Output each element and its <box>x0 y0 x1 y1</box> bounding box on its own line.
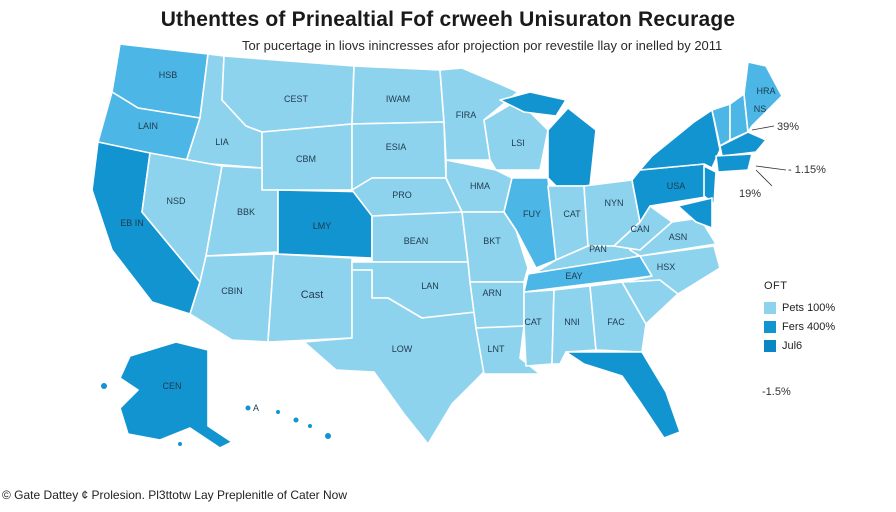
label-ms: CAT <box>524 317 542 327</box>
state-mi[interactable] <box>547 107 597 187</box>
label-ks: BEAN <box>404 236 429 246</box>
label-mo: BKT <box>483 236 501 246</box>
state-ct-ri[interactable] <box>715 153 753 173</box>
legend-label: Pets 100% <box>782 301 836 314</box>
label-ut: BBK <box>237 207 255 217</box>
value-note-2: - 1.15% <box>788 164 826 176</box>
label-ar: ARN <box>482 288 501 298</box>
label-tn: EAY <box>565 271 582 281</box>
label-pa: USA <box>667 181 686 191</box>
legend-swatch <box>764 301 776 314</box>
hi-island <box>293 417 299 423</box>
label-sd: ESIA <box>386 142 407 152</box>
legend-swatch <box>764 339 776 352</box>
label-ia: HMA <box>470 181 490 191</box>
label-nv: NSD <box>166 196 186 206</box>
label-al: NNI <box>564 317 580 327</box>
label-la: LNT <box>487 344 505 354</box>
label-co: LMY <box>313 221 332 231</box>
state-nj[interactable] <box>703 165 717 205</box>
label-ga: FAC <box>607 317 625 327</box>
leader-line <box>751 125 775 131</box>
state-nc[interactable] <box>621 245 721 295</box>
label-mt: CEST <box>284 94 309 104</box>
label-wa: HSB <box>159 70 178 80</box>
leader-line <box>755 165 787 171</box>
value-note-4: -1.5% <box>762 386 791 398</box>
state-ma[interactable] <box>719 131 767 157</box>
state-ms[interactable] <box>523 289 555 367</box>
label-tx: LOW <box>392 344 413 354</box>
value-note-3: 19% <box>739 188 762 200</box>
leader-line <box>755 169 773 187</box>
ak-island <box>178 442 182 446</box>
hi-island <box>245 405 251 411</box>
hi-island <box>325 433 331 439</box>
label-in: CAT <box>563 209 581 219</box>
state-de-md[interactable] <box>677 197 713 229</box>
hi-island <box>276 410 280 414</box>
map-legend: OFT Pets 100% Fers 400% Jul6 <box>764 280 835 355</box>
label-ny: NS <box>754 104 767 114</box>
state-ak[interactable] <box>119 341 233 449</box>
label-mn: FIRA <box>456 110 477 120</box>
label-il: FUY <box>523 209 541 219</box>
label-ca: EB IN <box>120 218 144 228</box>
label-az: CBIN <box>221 286 243 296</box>
legend-label: Jul6 <box>782 339 803 352</box>
map-subtitle: Tor pucertage in liovs inincresses afor … <box>242 38 723 53</box>
label-id: LIA <box>215 137 229 147</box>
value-note-1: 39% <box>777 121 800 133</box>
label-nd: IWAM <box>386 94 410 104</box>
label-oh: NYN <box>604 198 623 208</box>
state-mi-up[interactable] <box>499 91 567 117</box>
label-ky: PAN <box>589 244 607 254</box>
state-ny[interactable] <box>639 109 721 171</box>
legend-swatch <box>764 320 776 333</box>
ak-island <box>101 383 107 389</box>
label-nm: Cast <box>301 289 324 301</box>
state-fl[interactable] <box>565 351 681 439</box>
label-nc: HSX <box>657 262 676 272</box>
map-title: Uthenttes of Prinealtial Fof crweeh Unis… <box>160 8 736 31</box>
label-or: LAIN <box>138 121 158 131</box>
label-ak: CEN <box>162 381 181 391</box>
hi-island <box>308 424 312 428</box>
legend-title: OFT <box>764 280 788 292</box>
legend-label: Fers 400% <box>782 320 836 333</box>
legend-item: Pets 100% <box>764 298 835 317</box>
legend-item: Jul6 <box>764 336 835 355</box>
label-me: HRA <box>756 86 775 96</box>
footer-credit: © Gate Dattey ¢ Prolesion. Pl3ttotw Lay … <box>2 488 348 502</box>
state-tx[interactable] <box>303 269 485 445</box>
label-va: ASN <box>669 232 688 242</box>
label-ok: LAN <box>421 281 439 291</box>
label-hi: A <box>253 403 259 413</box>
label-wi: LSI <box>511 138 525 148</box>
legend-item: Fers 400% <box>764 317 835 336</box>
label-ne: PRO <box>392 190 412 200</box>
state-wv[interactable] <box>613 205 673 251</box>
label-wv: CAN <box>630 224 649 234</box>
label-wy: CBM <box>296 154 316 164</box>
state-az[interactable] <box>189 253 275 343</box>
